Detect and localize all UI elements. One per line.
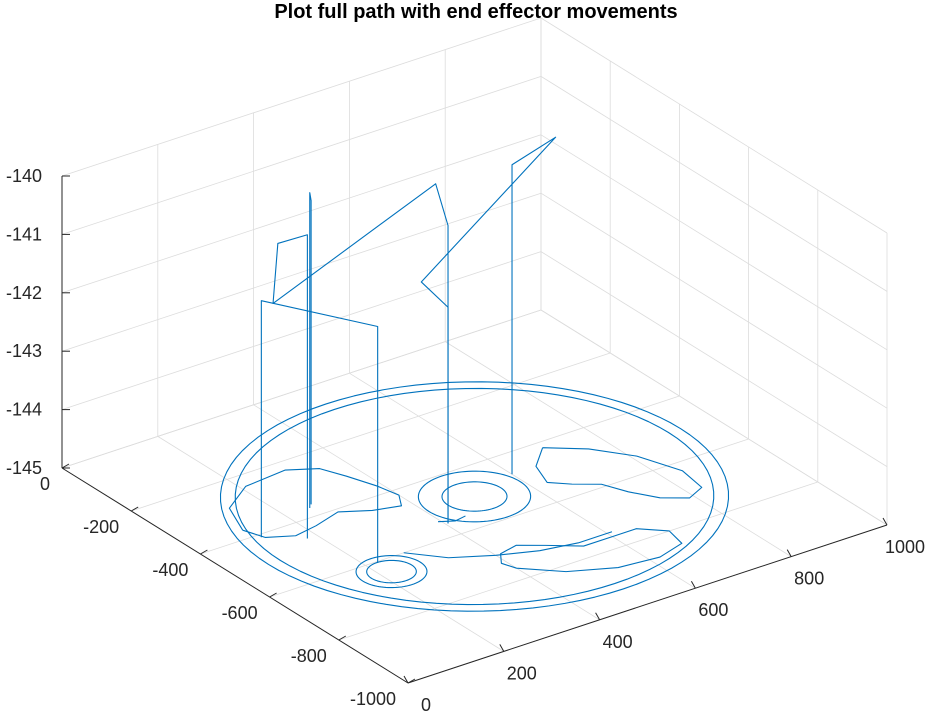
x-tick-label: 1000 <box>885 537 925 557</box>
grid-line-wall-xz-h <box>61 134 542 294</box>
path-return-arc <box>403 531 613 559</box>
y-tick-label: -400 <box>152 560 188 580</box>
data-path <box>219 136 730 612</box>
grid-line-floor-x <box>253 404 600 621</box>
axes <box>61 175 888 684</box>
grid-line-floor-x <box>157 436 505 652</box>
x-tick-label: 600 <box>698 600 728 620</box>
y-tick-label: 0 <box>40 474 50 494</box>
y-tick <box>338 635 347 641</box>
y-axis-line <box>61 467 409 684</box>
x-tick-label: 0 <box>421 695 431 711</box>
path-outer-ring-inner <box>234 387 715 606</box>
y-tick-label: -600 <box>222 603 258 623</box>
path-arc-slot-right <box>535 447 703 499</box>
x-tick <box>499 644 505 652</box>
grid-line-floor-y <box>338 481 818 641</box>
z-tick-label: -143 <box>6 341 42 361</box>
grid-line-wall-yz-h <box>540 192 888 409</box>
x-tick-label: 800 <box>794 569 824 589</box>
chart-title: Plot full path with end effector movemen… <box>274 1 678 23</box>
path-transit-3 <box>420 136 557 524</box>
x-tick-label: 200 <box>507 663 537 683</box>
path-transit-2 <box>272 183 449 539</box>
grid-line-floor-y <box>269 438 749 598</box>
path-small-ring-outer <box>355 555 428 589</box>
path-center-ring-inner <box>441 481 508 512</box>
y-tick <box>61 463 70 469</box>
z-tick-label: -141 <box>6 224 42 244</box>
z-tick-label: -144 <box>6 400 42 420</box>
y-tick-label: -1000 <box>350 689 396 709</box>
path-small-ring-inner <box>366 559 417 584</box>
y-tick-label: -800 <box>291 646 327 666</box>
tick-labels: 02004006008001000-1000-800-600-400-2000-… <box>6 166 925 711</box>
path-outer-ring-outer <box>219 381 730 612</box>
grid-line-floor-y <box>131 352 611 512</box>
path-lead-in <box>438 515 466 523</box>
grid-line-wall-yz-h <box>540 134 888 351</box>
x-tick <box>403 675 409 684</box>
grid-line-floor-x <box>349 372 696 589</box>
path-transit-4 <box>309 192 312 509</box>
grid-line-wall-yz-h <box>540 251 888 467</box>
grid-line-wall-xz-h <box>61 251 542 410</box>
path-arc-slot-bottom <box>500 528 683 573</box>
grid-line-wall-xz-h <box>61 309 542 469</box>
grid-line-wall-yz-h <box>540 309 888 526</box>
z-tick-label: -142 <box>6 283 42 303</box>
path-transit-1 <box>260 300 379 563</box>
y-tick <box>269 592 277 598</box>
grid-line-wall-yz-h <box>540 17 888 234</box>
y-tick <box>130 506 139 512</box>
grid-line-wall-xz-h <box>61 192 542 352</box>
z-tick-label: -145 <box>6 458 42 478</box>
grid-line-floor-x <box>444 341 792 557</box>
z-tick-label: -140 <box>6 166 42 186</box>
y-tick-label: -200 <box>83 517 119 537</box>
x-tick <box>595 612 601 621</box>
y-tick <box>407 678 416 684</box>
x-axis-line <box>407 524 888 684</box>
x-tick <box>786 549 792 557</box>
grid-lines <box>61 17 888 684</box>
grid-line-wall-xz-h <box>61 17 542 177</box>
y-tick <box>200 549 208 555</box>
grid-line-wall-xz-h <box>61 76 542 235</box>
x-tick-label: 400 <box>603 632 633 652</box>
grid-line-floor-y <box>200 395 680 555</box>
path-center-ring-outer <box>417 470 532 523</box>
x-tick <box>690 580 696 589</box>
x-tick <box>882 517 888 526</box>
grid-line-wall-yz-h <box>540 76 888 292</box>
path-arc-slot-left <box>228 468 402 539</box>
